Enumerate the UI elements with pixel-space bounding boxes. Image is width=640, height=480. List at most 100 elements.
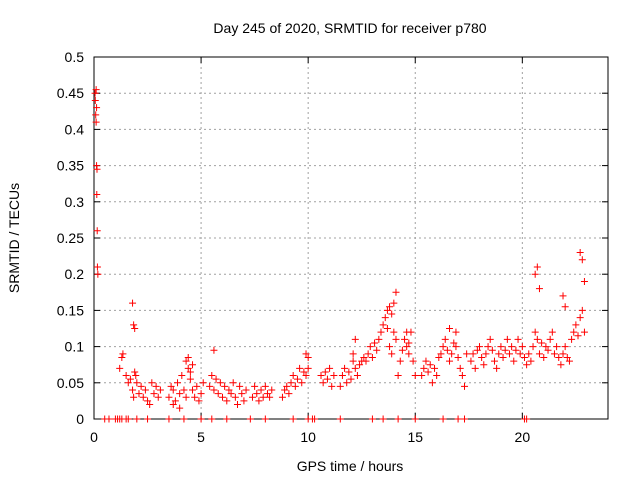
data-point	[223, 415, 231, 423]
data-point	[169, 401, 177, 409]
data-point	[508, 343, 516, 351]
data-point	[578, 256, 586, 264]
data-point	[323, 375, 331, 383]
data-point	[208, 372, 216, 380]
data-point	[257, 386, 265, 394]
data-point	[469, 350, 477, 358]
grid-lines	[94, 57, 608, 419]
data-point	[373, 346, 381, 354]
data-point	[283, 382, 291, 390]
data-point	[251, 382, 259, 390]
x-tick-label: 0	[90, 429, 98, 445]
data-point	[518, 343, 526, 351]
data-point	[93, 191, 101, 199]
data-point	[441, 335, 449, 343]
data-point	[533, 263, 541, 271]
data-point	[548, 328, 556, 336]
data-point	[133, 415, 141, 423]
x-axis-label: GPS time / hours	[297, 458, 404, 474]
data-point	[326, 364, 334, 372]
data-point	[92, 118, 100, 126]
data-point	[311, 415, 319, 423]
data-point	[443, 346, 451, 354]
data-point	[300, 368, 308, 376]
data-point	[285, 390, 293, 398]
data-point	[330, 372, 338, 380]
data-point	[255, 397, 263, 405]
data-point	[572, 321, 580, 329]
data-point	[544, 346, 552, 354]
data-point	[178, 372, 186, 380]
data-point	[405, 350, 413, 358]
data-point	[289, 415, 297, 423]
data-point	[304, 364, 312, 372]
data-point	[171, 397, 179, 405]
data-point	[186, 375, 194, 383]
x-tick-label: 5	[197, 429, 205, 445]
y-tick-label: 0.4	[65, 121, 85, 137]
data-point	[520, 353, 528, 361]
data-point	[199, 379, 207, 387]
data-point	[531, 270, 539, 278]
data-point	[433, 372, 441, 380]
data-point	[409, 357, 417, 365]
data-point	[174, 379, 182, 387]
data-point	[463, 350, 471, 358]
data-point	[505, 350, 513, 358]
data-point	[135, 390, 143, 398]
data-point	[182, 393, 190, 401]
data-point	[576, 314, 584, 322]
data-point	[137, 382, 145, 390]
data-point	[338, 372, 346, 380]
data-point	[126, 375, 134, 383]
data-point	[458, 372, 466, 380]
data-point	[490, 357, 498, 365]
data-point	[561, 303, 569, 311]
data-point	[561, 343, 569, 351]
data-point	[401, 335, 409, 343]
data-point	[92, 111, 100, 119]
data-point	[116, 364, 124, 372]
data-point	[386, 343, 394, 351]
data-point	[418, 372, 426, 380]
data-point	[131, 325, 139, 332]
data-point	[392, 288, 400, 296]
data-point	[431, 364, 439, 372]
data-point	[368, 415, 376, 423]
data-point	[540, 353, 548, 361]
y-tick-label: 0.5	[65, 49, 85, 65]
data-point	[550, 350, 558, 358]
data-point	[482, 350, 490, 358]
data-point	[529, 343, 537, 351]
data-point	[289, 372, 297, 380]
data-point	[523, 415, 531, 423]
data-point	[557, 361, 565, 369]
data-point	[580, 277, 588, 285]
data-point	[189, 386, 197, 394]
data-point	[186, 368, 194, 376]
data-point	[219, 393, 226, 401]
data-point	[156, 386, 164, 394]
data-point	[197, 415, 205, 423]
data-point	[293, 375, 301, 383]
data-point	[341, 364, 349, 372]
data-point	[473, 346, 481, 354]
y-tick-label: 0.45	[57, 85, 84, 101]
data-point	[456, 364, 464, 372]
data-point	[580, 328, 588, 336]
data-point	[379, 415, 387, 423]
chart-title: Day 245 of 2020, SRMTID for receiver p78…	[213, 20, 486, 36]
data-point	[150, 390, 158, 398]
data-point	[221, 382, 229, 390]
data-point	[91, 89, 99, 97]
data-point	[210, 346, 218, 354]
data-point	[411, 415, 419, 423]
data-point	[446, 325, 454, 332]
data-point	[259, 393, 267, 401]
data-point	[467, 357, 475, 365]
data-point	[368, 353, 376, 361]
data-point	[304, 353, 312, 361]
data-point	[296, 364, 304, 372]
data-point	[366, 343, 374, 351]
